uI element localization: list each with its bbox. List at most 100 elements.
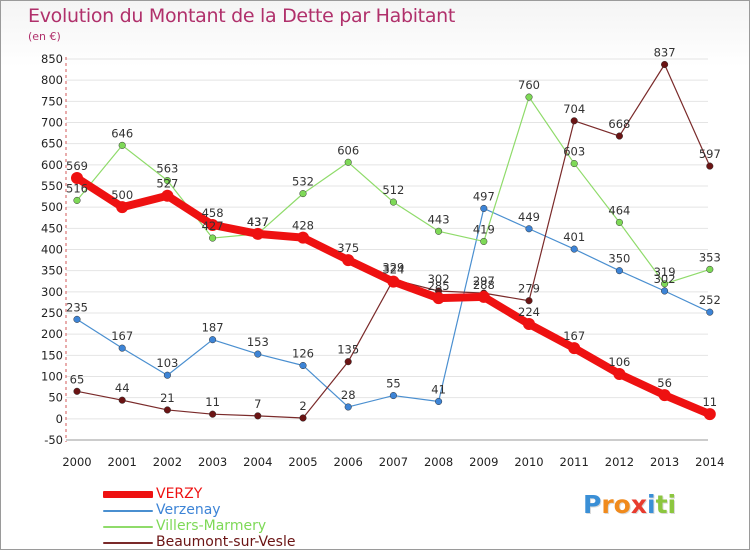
data-point-beaumont-sur-vesle <box>706 162 714 170</box>
data-label-verzy: 11 <box>702 395 717 409</box>
data-point-villers-marmery <box>661 280 669 288</box>
data-point-beaumont-sur-vesle <box>299 414 307 422</box>
y-tick-label: 150 <box>41 348 63 362</box>
data-point-beaumont-sur-vesle <box>661 60 669 69</box>
data-label-verzy: 324 <box>382 263 404 277</box>
legend-swatch <box>103 526 153 528</box>
chart-title: Evolution du Montant de la Dette par Hab… <box>28 5 456 27</box>
data-point-villers-marmery <box>118 141 126 149</box>
data-label-beaumont-sur-vesle: 597 <box>699 147 721 161</box>
legend-swatch <box>103 491 153 498</box>
data-label-villers-marmery: 443 <box>428 212 450 226</box>
data-label-verzy: 106 <box>608 355 630 369</box>
data-label-villers-marmery: 606 <box>337 143 359 157</box>
data-label-villers-marmery: 532 <box>292 175 314 189</box>
y-tick-label: 750 <box>41 94 63 108</box>
data-label-beaumont-sur-vesle: 65 <box>70 372 85 386</box>
data-point-verzenay <box>73 315 81 323</box>
y-tick-label: 300 <box>41 285 63 299</box>
data-point-verzenay <box>661 287 669 295</box>
data-point-verzenay <box>706 308 714 316</box>
logo-letter: x <box>630 490 647 519</box>
data-point-verzy <box>432 292 445 305</box>
x-tick-label: 2000 <box>62 455 91 469</box>
legend-label: Villers-Marmery <box>156 518 267 534</box>
chart-unit-label: (en €) <box>28 30 61 43</box>
x-tick-label: 2012 <box>605 455 634 469</box>
data-point-verzy <box>568 342 581 355</box>
data-label-verzy: 428 <box>292 219 314 233</box>
data-label-verzenay: 167 <box>111 329 133 343</box>
data-label-villers-marmery: 646 <box>111 126 133 140</box>
y-tick-label: 500 <box>41 200 63 214</box>
data-point-verzenay <box>254 350 262 358</box>
data-label-beaumont-sur-vesle: 668 <box>608 117 630 131</box>
logo-letter: i <box>647 490 656 519</box>
data-label-verzenay: 252 <box>699 293 721 307</box>
data-point-verzy <box>613 367 626 380</box>
x-tick-label: 2002 <box>153 455 182 469</box>
data-point-verzy <box>703 408 716 421</box>
y-tick-label: 850 <box>41 52 63 66</box>
data-label-beaumont-sur-vesle: 279 <box>518 282 540 296</box>
data-point-verzy <box>342 254 355 267</box>
data-label-villers-marmery: 464 <box>608 203 630 217</box>
y-tick-label: 50 <box>48 391 63 405</box>
data-point-verzenay <box>344 403 352 411</box>
data-label-villers-marmery: 512 <box>382 183 404 197</box>
legend-label: VERZY <box>156 486 203 502</box>
data-point-verzy <box>116 201 129 214</box>
data-label-verzenay: 153 <box>247 335 269 349</box>
y-tick-label: 800 <box>41 73 63 87</box>
data-point-villers-marmery <box>615 218 623 226</box>
logo-letter: o <box>613 490 631 519</box>
data-point-verzy <box>71 171 83 184</box>
x-tick-label: 2011 <box>560 455 589 469</box>
legend-swatch <box>103 510 153 512</box>
y-tick-label: 350 <box>41 264 63 278</box>
y-tick-label: 100 <box>41 370 63 384</box>
data-label-beaumont-sur-vesle: 704 <box>563 102 585 116</box>
data-point-verzenay <box>163 371 171 379</box>
data-label-villers-marmery: 603 <box>563 145 585 159</box>
data-label-verzy: 458 <box>202 206 224 220</box>
y-tick-label: 700 <box>41 116 63 130</box>
data-point-villers-marmery <box>706 265 714 273</box>
data-label-verzy: 167 <box>563 329 585 343</box>
data-label-beaumont-sur-vesle: 837 <box>654 46 676 60</box>
logo-letter: P <box>583 490 602 519</box>
y-tick-label: 550 <box>41 179 63 193</box>
data-point-villers-marmery <box>480 237 488 246</box>
data-label-beaumont-sur-vesle: 2 <box>299 399 306 413</box>
data-label-villers-marmery: 353 <box>699 250 721 264</box>
data-label-verzy: 285 <box>428 279 450 293</box>
data-label-villers-marmery: 427 <box>202 219 224 233</box>
data-point-verzenay <box>118 344 126 352</box>
data-point-verzenay <box>389 392 397 400</box>
x-tick-label: 2007 <box>379 455 408 469</box>
y-tick-label: 250 <box>41 306 63 320</box>
x-tick-label: 2013 <box>650 455 679 469</box>
data-label-verzenay: 28 <box>341 388 356 402</box>
y-tick-label: 400 <box>41 243 63 257</box>
data-point-beaumont-sur-vesle <box>209 410 217 418</box>
data-point-verzenay <box>570 245 578 253</box>
data-point-beaumont-sur-vesle <box>525 297 533 305</box>
data-label-verzenay: 103 <box>156 356 178 370</box>
data-label-verzenay: 350 <box>608 252 630 266</box>
line-chart: -50 0 50 100 150 200 250 300 350 400 450 500 550 600 6… <box>41 46 724 469</box>
data-point-verzy <box>297 231 309 244</box>
x-tick-label: 2006 <box>334 455 363 469</box>
data-point-villers-marmery <box>209 234 217 242</box>
data-label-verzy: 527 <box>156 177 178 191</box>
data-point-villers-marmery <box>525 93 533 101</box>
data-label-beaumont-sur-vesle: 135 <box>337 343 359 357</box>
x-tick-label: 2001 <box>108 455 137 469</box>
data-label-verzy: 500 <box>111 188 133 202</box>
data-point-beaumont-sur-vesle <box>570 117 578 125</box>
y-tick-label: 600 <box>41 158 63 172</box>
data-point-villers-marmery <box>299 190 307 198</box>
x-tick-label: 2003 <box>198 455 227 469</box>
data-point-verzenay <box>480 204 488 212</box>
